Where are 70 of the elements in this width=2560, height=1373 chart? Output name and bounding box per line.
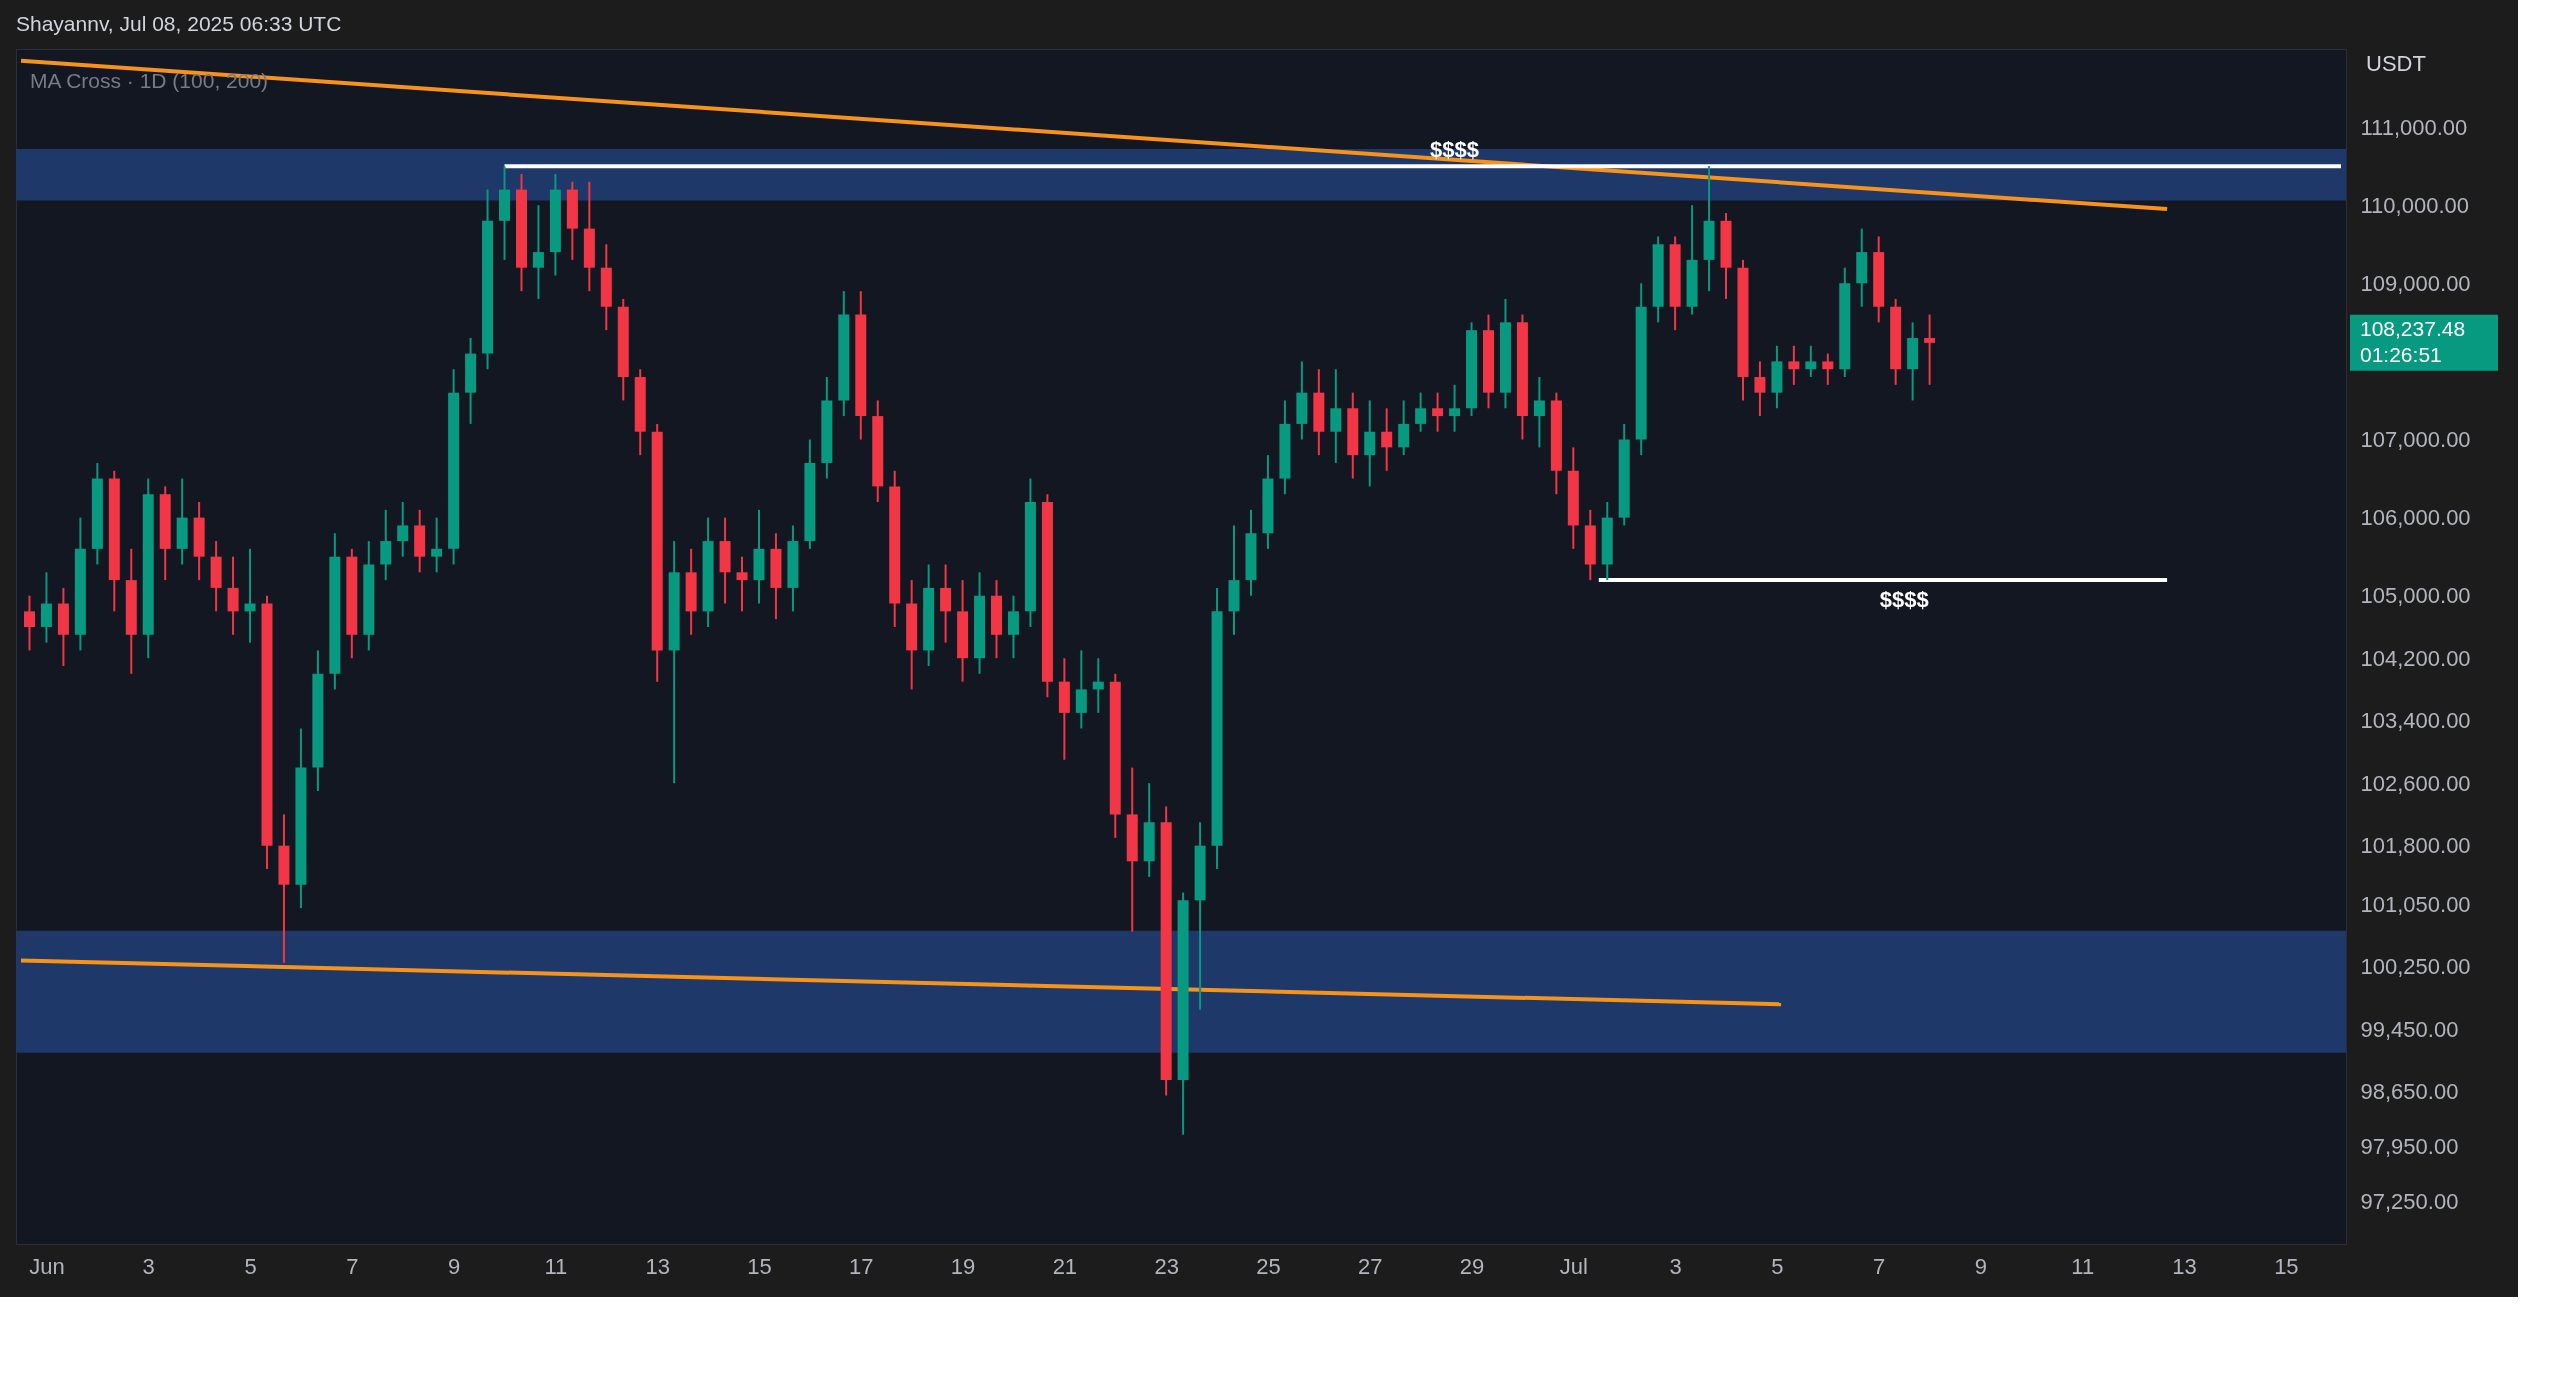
x-tick-label: 5 [1771, 1253, 1784, 1279]
y-tick-label: 105,000.00 [2360, 583, 2471, 609]
x-tick-label: 13 [645, 1253, 670, 1279]
y-tick-label: 102,600.00 [2360, 770, 2471, 796]
candlestick [1330, 368, 1342, 464]
y-tick-label: 98,650.00 [2360, 1079, 2459, 1105]
x-tick-label: 3 [142, 1253, 155, 1279]
annotation: $$$$ [1430, 137, 1480, 163]
x-tick-label: 19 [950, 1253, 976, 1279]
x-tick-label: 15 [2274, 1253, 2299, 1279]
x-tick-label: 9 [447, 1253, 461, 1279]
y-tick-label: 104,200.00 [2360, 645, 2471, 671]
x-tick-label: 9 [1974, 1253, 1988, 1279]
x-tick-label: 7 [1873, 1253, 1886, 1279]
candlestick [1822, 352, 1834, 386]
candlestick [431, 516, 443, 574]
candlestick [23, 594, 35, 652]
x-tick-label: 11 [544, 1253, 568, 1279]
x-tick-label: 5 [244, 1253, 257, 1279]
candlestick [1364, 399, 1376, 488]
y-tick-label: 103,400.00 [2360, 708, 2471, 734]
candlestick [380, 508, 392, 582]
x-tick-label: 17 [849, 1253, 874, 1279]
candlestick [1449, 383, 1461, 433]
annotation: $$$$ [1879, 587, 1929, 613]
y-tick-label: 109,000.00 [2360, 270, 2471, 296]
x-tick-label: 15 [747, 1253, 772, 1279]
x-tick-label: 27 [1358, 1253, 1383, 1279]
candlestick [532, 204, 544, 300]
candlestick [1533, 376, 1545, 449]
candlestick [736, 555, 748, 613]
x-tick-label: Jun [29, 1253, 65, 1279]
candlestick [40, 571, 52, 644]
y-tick-label: 101,800.00 [2360, 833, 2471, 859]
y-tick-label: 101,050.00 [2360, 891, 2471, 917]
y-axis-title: USDT [2366, 51, 2426, 76]
x-tick-label: 11 [2071, 1253, 2095, 1279]
y-tick-label: 110,000.00 [2360, 192, 2469, 218]
x-tick-label: 21 [1052, 1253, 1078, 1279]
candlestick [1415, 391, 1427, 433]
x-tick-label: 29 [1459, 1253, 1485, 1279]
candlestick [1092, 657, 1104, 714]
y-tick-label: 107,000.00 [2360, 427, 2471, 453]
x-tick-label: 23 [1154, 1253, 1179, 1279]
y-tick-label: 100,250.00 [2360, 954, 2471, 980]
y-tick-label: 97,250.00 [2360, 1188, 2459, 1214]
candlestick [244, 547, 256, 644]
candlestick [1007, 594, 1019, 660]
x-tick-label: 13 [2172, 1253, 2197, 1279]
chart-title: Shayannv, Jul 08, 2025 06:33 UTC [16, 12, 342, 35]
x-tick-label: 7 [346, 1253, 359, 1279]
candlestick [1924, 313, 1936, 386]
candlestick [1754, 360, 1766, 418]
candlestick [397, 501, 409, 558]
candlestick [1398, 399, 1410, 457]
candlestick [1788, 344, 1800, 386]
y-tick-label: 97,950.00 [2360, 1133, 2459, 1159]
candlestick [1432, 391, 1444, 433]
candlestick [227, 555, 239, 636]
x-tick-label: Jul [1559, 1253, 1588, 1279]
text: 108,237.48 01:26:51 [2360, 316, 2466, 366]
x-tick-label: 25 [1256, 1253, 1281, 1279]
x-tick-label: 3 [1669, 1253, 1682, 1279]
candlestick [1075, 649, 1087, 730]
candlestick [1381, 407, 1393, 472]
y-tick-label: 99,450.00 [2360, 1016, 2459, 1042]
candlestick [940, 563, 952, 644]
y-tick-label: 111,000.00 [2360, 114, 2468, 140]
y-tick-label: 106,000.00 [2360, 505, 2471, 531]
candlestick [1805, 344, 1817, 379]
